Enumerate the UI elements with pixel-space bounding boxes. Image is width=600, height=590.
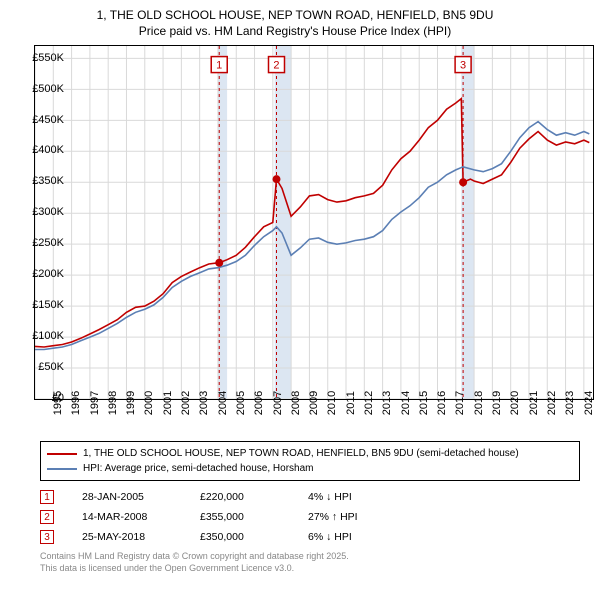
y-tick-label: £500K (4, 83, 64, 95)
sale-row-2: 2 14-MAR-2008 £355,000 27% ↑ HPI (40, 507, 580, 527)
legend-swatch-1 (47, 453, 77, 455)
y-tick-label: £250K (4, 237, 64, 249)
sale-date-3: 25-MAY-2018 (82, 531, 172, 543)
sale-price-2: £355,000 (200, 511, 280, 523)
title-line-1: 1, THE OLD SCHOOL HOUSE, NEP TOWN ROAD, … (0, 8, 590, 24)
sale-diff-3: 6% ↓ HPI (308, 531, 408, 543)
chart-container: 1, THE OLD SCHOOL HOUSE, NEP TOWN ROAD, … (0, 0, 600, 590)
sale-date-2: 14-MAR-2008 (82, 511, 172, 523)
legend-item-2: HPI: Average price, semi-detached house,… (47, 461, 573, 476)
sale-price-1: £220,000 (200, 491, 280, 503)
legend-label-2: HPI: Average price, semi-detached house,… (83, 461, 314, 476)
y-tick-label: £450K (4, 114, 64, 126)
legend-label-1: 1, THE OLD SCHOOL HOUSE, NEP TOWN ROAD, … (83, 446, 519, 461)
y-tick-label: £550K (4, 52, 64, 64)
y-tick-label: £100K (4, 330, 64, 342)
chart-area: 123 £0£50K£100K£150K£200K£250K£300K£350K… (34, 45, 594, 425)
sale-date-1: 28-JAN-2005 (82, 491, 172, 503)
legend-swatch-2 (47, 468, 77, 470)
y-tick-label: £200K (4, 268, 64, 280)
legend: 1, THE OLD SCHOOL HOUSE, NEP TOWN ROAD, … (40, 441, 580, 481)
title-line-2: Price paid vs. HM Land Registry's House … (0, 24, 590, 40)
sale-price-3: £350,000 (200, 531, 280, 543)
svg-text:1: 1 (216, 60, 222, 72)
svg-text:2: 2 (273, 60, 279, 72)
y-tick-label: £300K (4, 206, 64, 218)
x-tick-label: 2025 (583, 391, 600, 415)
svg-text:3: 3 (460, 60, 466, 72)
sale-diff-2: 27% ↑ HPI (308, 511, 408, 523)
y-tick-label: £350K (4, 175, 64, 187)
line-chart-svg: 1 2 3 (35, 46, 593, 399)
sale-row-1: 1 28-JAN-2005 £220,000 4% ↓ HPI (40, 487, 580, 507)
y-tick-label: £150K (4, 299, 64, 311)
plot-area: 1 2 3 (34, 45, 594, 400)
sale-marker-1: 1 (40, 490, 54, 504)
sale-row-3: 3 25-MAY-2018 £350,000 6% ↓ HPI (40, 527, 580, 547)
footer: Contains HM Land Registry data © Crown c… (40, 551, 580, 574)
y-tick-label: £400K (4, 144, 64, 156)
title-block: 1, THE OLD SCHOOL HOUSE, NEP TOWN ROAD, … (0, 8, 590, 39)
legend-item-1: 1, THE OLD SCHOOL HOUSE, NEP TOWN ROAD, … (47, 446, 573, 461)
sale-diff-1: 4% ↓ HPI (308, 491, 408, 503)
sales-table: 1 28-JAN-2005 £220,000 4% ↓ HPI 2 14-MAR… (40, 487, 580, 547)
sale-marker-2: 2 (40, 510, 54, 524)
sale-marker-3: 3 (40, 530, 54, 544)
y-tick-label: £50K (4, 361, 64, 373)
footer-line-1: Contains HM Land Registry data © Crown c… (40, 551, 580, 563)
footer-line-2: This data is licensed under the Open Gov… (40, 563, 580, 575)
